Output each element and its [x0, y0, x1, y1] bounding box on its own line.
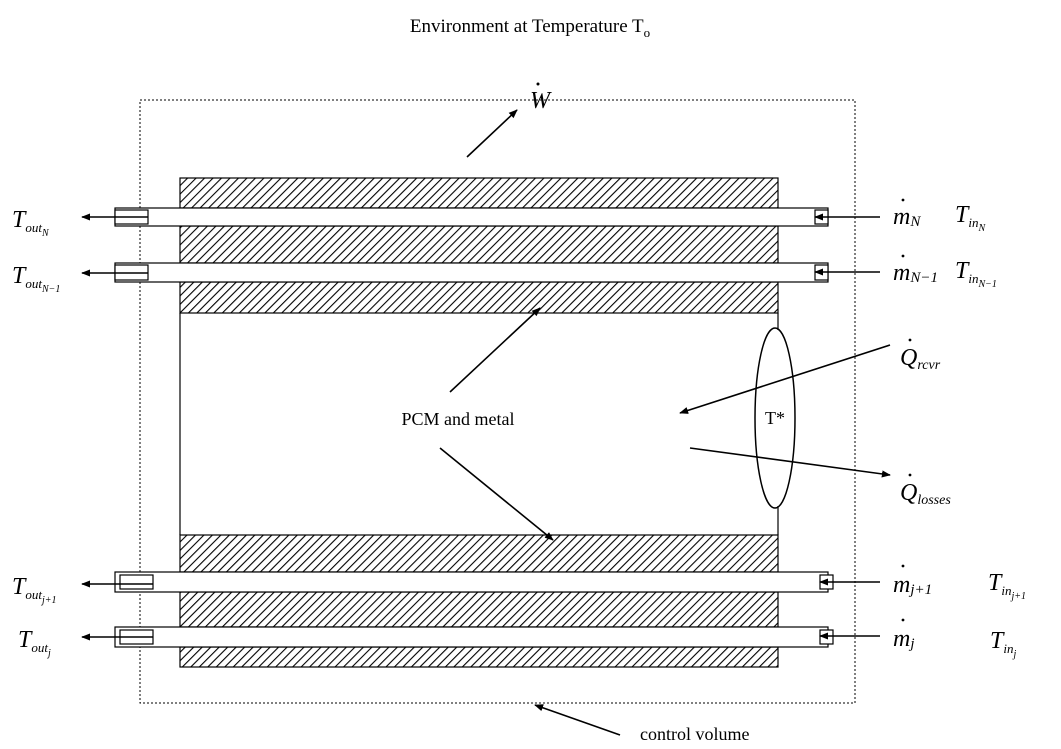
inlet-label: TinN: [955, 202, 986, 234]
mass-flow-label: mj+1: [893, 572, 932, 598]
interface-ellipse: [754, 327, 796, 509]
mass-flow-label: mj: [893, 626, 915, 652]
dot: [536, 82, 540, 86]
outlet-label: ToutN−1: [12, 263, 60, 295]
inlet-label: Tinj+1: [988, 570, 1026, 602]
environment-label: Environment at Temperature To: [410, 16, 650, 40]
outlet-label: ToutN: [12, 207, 50, 239]
inlet-label: TinN−1: [955, 258, 997, 290]
mass-flow-label: mN−1: [893, 260, 938, 286]
control-volume-label: control volume: [640, 724, 749, 744]
work-label: W: [530, 88, 552, 114]
slabs: [179, 177, 779, 668]
inlet-label: Tinj: [990, 628, 1016, 660]
outlet-label: Toutj: [18, 627, 51, 659]
flow-arrows: [81, 109, 891, 736]
pcm-label: PCM and metal: [402, 409, 515, 429]
mass-flow-label: mN: [893, 204, 921, 230]
heat-in-label: Qrcvr: [900, 345, 941, 373]
outlet-label: Toutj+1: [12, 574, 57, 606]
dots: [901, 198, 912, 622]
heat-out-label: Qlosses: [900, 480, 951, 508]
interface-temperature: T*: [765, 408, 785, 428]
control-volume: [139, 99, 856, 704]
tubes: [114, 207, 834, 648]
